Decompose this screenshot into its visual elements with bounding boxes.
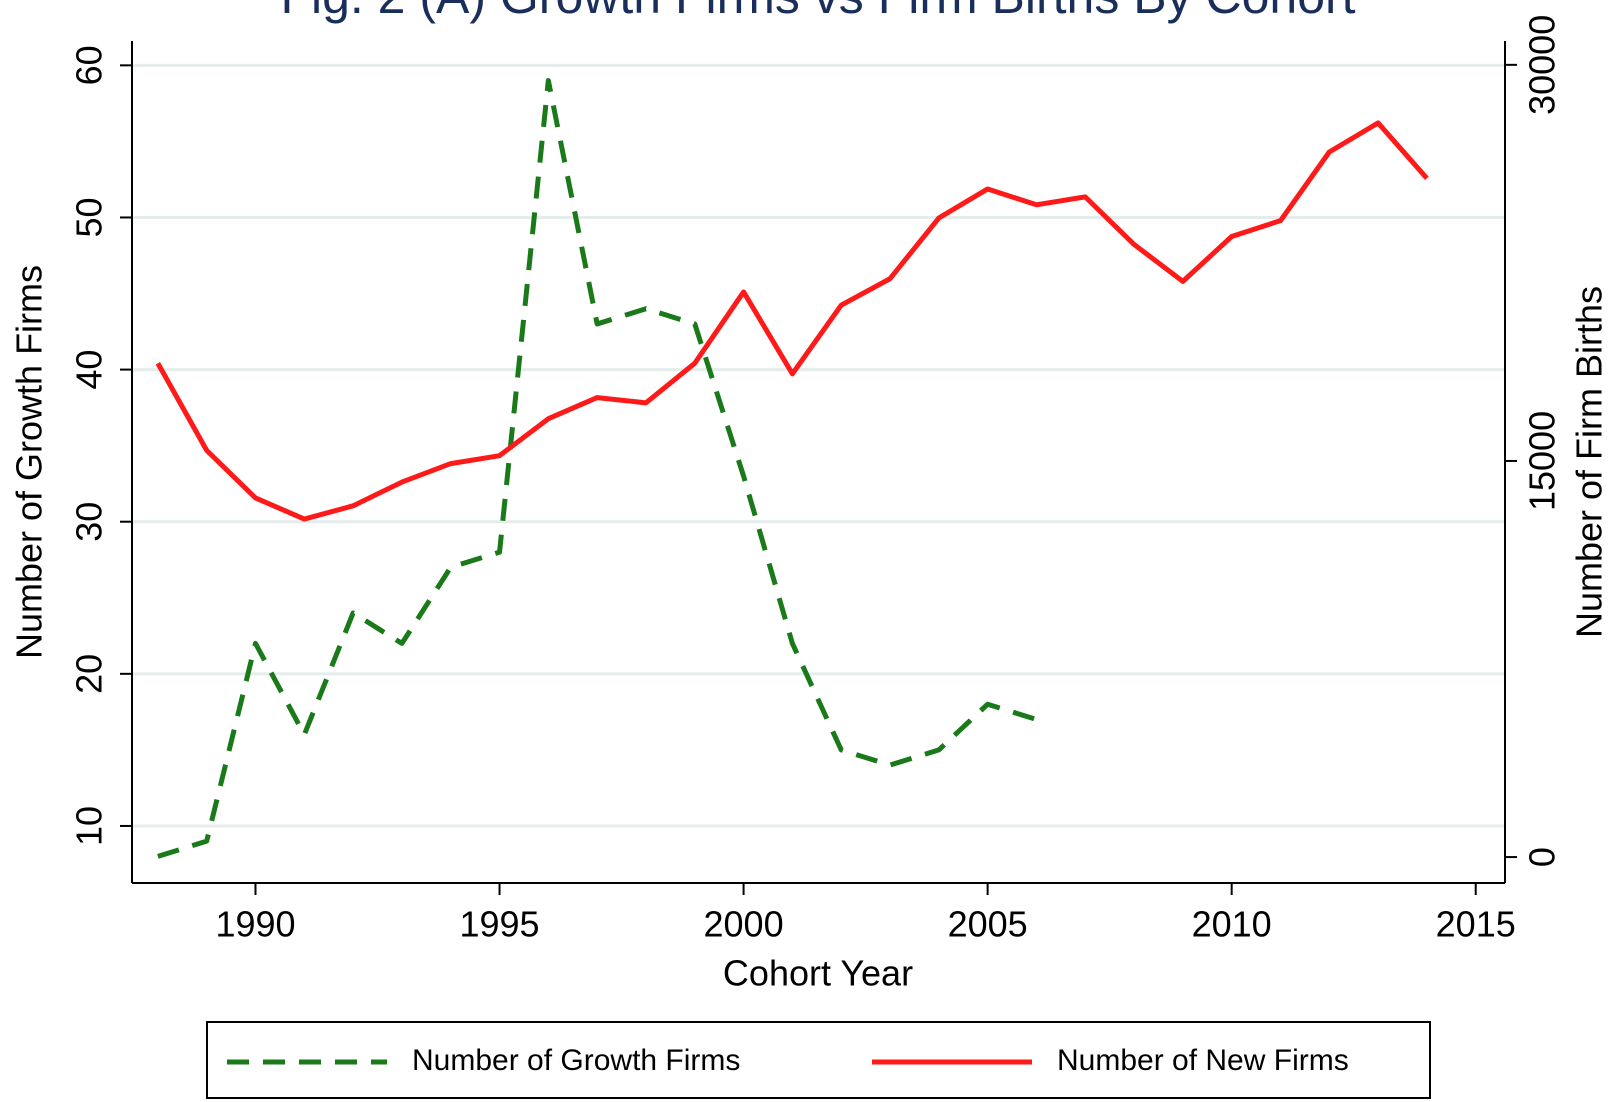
y2-axis-title: Number of Firm Births [1569,286,1610,638]
series-line [155,120,1429,522]
y-tick-label: 20 [69,654,110,694]
y-tick-label: 40 [69,350,110,390]
y-tick-label: 10 [69,806,110,846]
y2-tick-label: 0 [1522,847,1563,867]
y-tick-label: 30 [69,502,110,542]
x-tick-label: 2005 [948,904,1028,945]
legend-label: Number of New Firms [1057,1044,1349,1077]
x-tick-label: 2010 [1192,904,1272,945]
y2-tick-label: 15000 [1522,411,1563,511]
x-tick-label: 1995 [459,904,539,945]
y-tick-label: 60 [69,45,110,85]
x-tick-label: 2000 [704,904,784,945]
y2-tick-label: 30000 [1522,15,1563,115]
legend-label: Number of Growth Firms [412,1044,740,1077]
series-line [157,78,1038,859]
chart-title: Fig. 2 (A) Growth Firms vs Firm Births B… [280,0,1355,24]
x-axis-title: Cohort Year [723,953,913,994]
y-tick-label: 50 [69,197,110,237]
x-tick-label: 1990 [215,904,295,945]
x-tick-label: 2015 [1436,904,1516,945]
legend-box [206,1021,1431,1099]
y-axis-title: Number of Growth Firms [9,265,50,659]
